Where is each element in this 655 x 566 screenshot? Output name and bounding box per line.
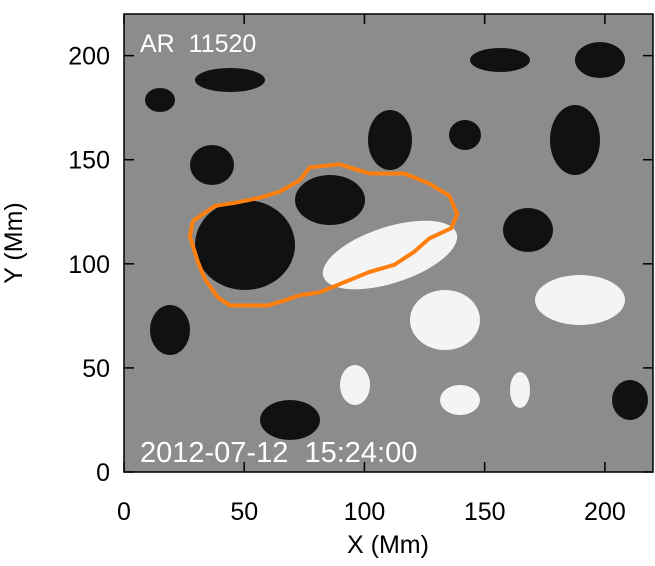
y-tick-label: 200 <box>68 43 110 71</box>
x-tick-label: 100 <box>344 498 386 526</box>
x-tick-label: 50 <box>230 498 258 526</box>
y-axis-label: Y (Mm) <box>0 202 28 283</box>
y-tick-label: 150 <box>68 147 110 175</box>
x-tick-label: 150 <box>464 498 506 526</box>
y-tick-label: 50 <box>82 355 110 383</box>
annotation: AR 11520 <box>140 30 256 58</box>
magnetogram <box>124 14 653 472</box>
annotation: 2012-07-12 15:24:00 <box>140 437 417 469</box>
plot-frame <box>123 13 654 473</box>
y-tick-label: 100 <box>68 251 110 279</box>
x-axis-label: X (Mm) <box>347 531 429 559</box>
y-tick-label: 0 <box>96 459 110 487</box>
x-tick-label: 200 <box>584 498 626 526</box>
x-tick-label: 0 <box>117 498 131 526</box>
contour <box>187 162 460 308</box>
